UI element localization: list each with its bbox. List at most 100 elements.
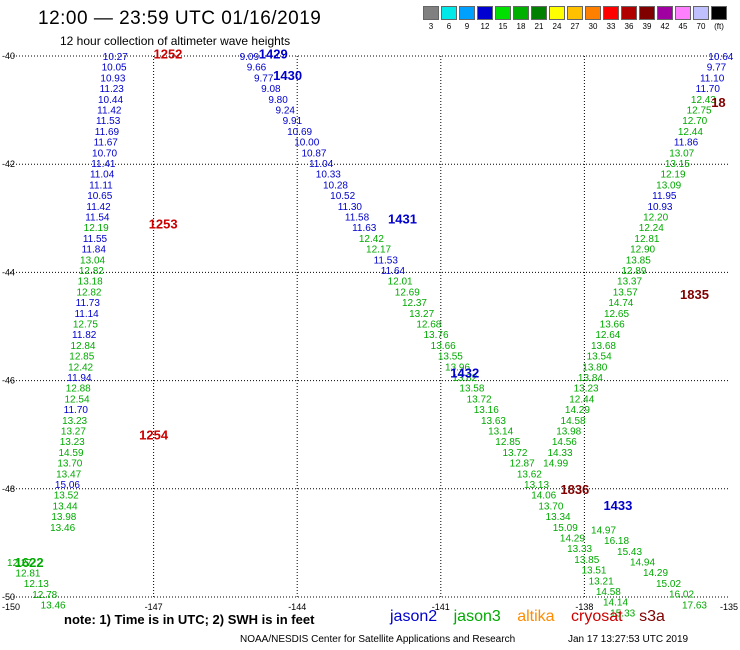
swh-value: 13.13 (524, 480, 549, 491)
legend-swatch (459, 6, 475, 20)
swh-value: 13.23 (574, 384, 599, 395)
sat-key-jason2: jason2 (390, 608, 438, 625)
sat-key-cryosat: cryosat (571, 608, 623, 625)
swh-value: 13.15 (665, 159, 690, 170)
swh-value: 12.87 (510, 459, 535, 470)
swh-value: 12.88 (66, 384, 91, 395)
swh-value: 9.09 (240, 52, 260, 63)
axis-labels: -40 -42 -44 -46 -48 -50-150 -147 -144 -141 -138 -1… (2, 51, 738, 612)
pass-label: 1429 (259, 46, 288, 61)
legend-label: 18 (516, 22, 526, 31)
lat-tick-label: -42 (2, 159, 15, 169)
swh-value: 12.19 (661, 170, 686, 181)
swh-value: 13.96 (445, 362, 470, 373)
swh-value: 13.18 (78, 277, 103, 288)
sat-key-s3a: s3a (639, 608, 665, 625)
swh-value: 13.23 (60, 437, 85, 448)
legend-label: (ft) (714, 22, 724, 31)
swh-value: 14.06 (531, 491, 556, 502)
map-subtitle: 12 hour collection of altimeter wave hei… (60, 34, 291, 48)
swh-value: 12.17 (366, 245, 391, 256)
legend-label: 3 (428, 22, 434, 31)
swh-value: 12.37 (402, 298, 427, 309)
swh-value: 13.04 (80, 255, 105, 266)
legend-label: 70 (696, 22, 706, 31)
swh-value: 11.70 (696, 84, 721, 95)
swh-value: 12.75 (687, 106, 712, 117)
generated-timestamp: Jan 17 13:27:53 UTC 2019 (568, 634, 689, 645)
map-title: 12:00 — 23:59 UTC 01/16/2019 (38, 8, 322, 29)
lon-tick-label: -144 (288, 602, 306, 612)
swh-value: 13.46 (50, 523, 75, 534)
swh-value: 13.57 (613, 287, 638, 298)
swh-value: 12.82 (79, 266, 104, 277)
swh-value: 11.69 (95, 127, 120, 138)
legend-label: 24 (552, 22, 562, 31)
swh-value: 13.21 (589, 576, 614, 587)
credit-line: NOAA/NESDIS Center for Satellite Applica… (240, 634, 516, 645)
swh-value: 12.42 (68, 362, 93, 373)
swh-value: 13.54 (587, 352, 612, 363)
swh-value: 12.68 (416, 320, 441, 331)
swh-value: 12.65 (604, 309, 629, 320)
swh-value: 13.16 (474, 405, 499, 416)
swh-value: 14.56 (552, 437, 577, 448)
legend-swatch (603, 6, 619, 20)
swh-value: 14.97 (591, 525, 616, 536)
swh-value: 10.69 (287, 127, 312, 138)
lon-tick-label: -147 (145, 602, 163, 612)
swh-value: 10.52 (330, 191, 355, 202)
swh-value: 13.47 (56, 469, 81, 480)
satellite-key: jason2 jason3 altika cryosat s3a (390, 608, 677, 626)
swh-value: 9.77 (254, 73, 274, 84)
swh-value: 12.01 (388, 277, 413, 288)
swh-value: 11.10 (700, 73, 725, 84)
swh-value: 11.23 (100, 84, 125, 95)
swh-value: 10.44 (98, 95, 123, 106)
swh-value: 16.02 (669, 590, 694, 601)
swh-value: 10.27 (103, 52, 128, 63)
swh-value: 14.74 (608, 298, 633, 309)
pass-label: 18 (711, 95, 725, 110)
swh-value: 14.33 (548, 448, 573, 459)
swh-value: 11.63 (352, 223, 377, 234)
swh-value: 13.27 (61, 427, 86, 438)
swh-value: 11.67 (94, 138, 119, 149)
swh-value: 17.63 (682, 600, 707, 611)
swh-value: 13.07 (669, 148, 694, 159)
legend-swatch (549, 6, 565, 20)
pass-label: 1430 (273, 68, 302, 83)
swh-value: 14.59 (59, 448, 84, 459)
swh-value: 14.58 (561, 416, 586, 427)
swh-value: 12.82 (76, 287, 101, 298)
swh-value: 13.58 (459, 384, 484, 395)
swh-value: 12.81 (15, 569, 40, 580)
swh-value: 11.58 (345, 213, 370, 224)
swh-value: 11.64 (381, 266, 406, 277)
swh-value: 13.52 (54, 491, 79, 502)
swh-value: 13.46 (41, 601, 66, 612)
lat-tick-label: -44 (2, 267, 15, 277)
swh-value: 11.30 (338, 202, 363, 213)
swh-value: 13.85 (574, 555, 599, 566)
legend-label: 30 (588, 22, 598, 31)
swh-value: 12.84 (70, 341, 95, 352)
swh-value: 14.94 (630, 557, 655, 568)
swh-value: 12.42 (359, 234, 384, 245)
sat-key-altika: altika (517, 608, 555, 625)
swh-value: 13.66 (431, 341, 456, 352)
swh-value: 11.70 (64, 405, 89, 416)
legend-swatch (441, 6, 457, 20)
swh-value: 14.29 (560, 534, 585, 545)
legend-label: 36 (624, 22, 634, 31)
swh-value: 10.65 (87, 191, 112, 202)
swh-value: 13.70 (57, 459, 82, 470)
swh-value: 12.44 (678, 127, 703, 138)
swh-value: 12.89 (621, 266, 646, 277)
swh-value: 13.27 (409, 309, 434, 320)
swh-value: 12.43 (691, 95, 716, 106)
swh-value: 13.44 (53, 501, 78, 512)
swh-value: 12.85 (495, 437, 520, 448)
swh-value: 12.85 (69, 352, 94, 363)
lat-tick-label: -46 (2, 376, 15, 386)
